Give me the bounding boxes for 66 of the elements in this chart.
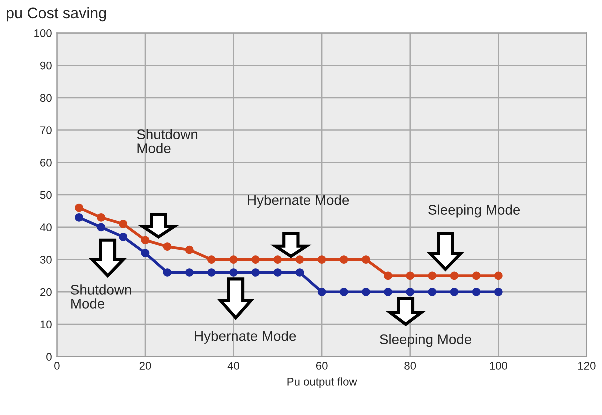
y-tick-label: 50: [40, 191, 52, 200]
x-tick-label: 20: [140, 362, 152, 370]
point: [384, 272, 392, 280]
point: [97, 214, 106, 222]
annotation: Sleeping Mode: [380, 334, 472, 348]
x-tick-label: 40: [228, 362, 240, 370]
x-tick-label: 100: [490, 362, 508, 370]
y-tick-label: 0: [46, 353, 52, 362]
y-tick-label: 100: [34, 29, 52, 38]
point: [75, 204, 84, 212]
point: [230, 256, 238, 264]
y-tick-label: 90: [40, 62, 52, 70]
point: [472, 288, 481, 296]
point: [163, 242, 172, 252]
point: [274, 256, 282, 264]
point: [141, 249, 150, 258]
point: [318, 288, 326, 296]
y-tick-label: 20: [40, 288, 52, 296]
x-tick-label: 120: [578, 362, 596, 370]
point: [230, 268, 238, 277]
x-tick-label: 60: [316, 362, 328, 370]
annotation: Sleeping Mode: [428, 204, 520, 218]
point: [340, 256, 348, 264]
y-tick-label: 10: [40, 320, 52, 329]
y-tick-label: 30: [40, 256, 52, 264]
point: [428, 272, 437, 280]
x-axis-title: Pu output flow: [288, 378, 358, 388]
point: [75, 214, 84, 222]
y-tick-label: 40: [40, 224, 52, 232]
point: [428, 288, 437, 296]
chart-title: pu Cost saving: [7, 7, 106, 22]
point: [163, 268, 172, 277]
annotation: Hybernate Mode: [248, 195, 350, 208]
point: [185, 246, 194, 254]
point: [472, 272, 481, 280]
point: [252, 268, 260, 277]
point: [119, 232, 128, 242]
point: [450, 288, 459, 296]
point: [296, 268, 304, 277]
point: [141, 236, 150, 245]
point: [406, 288, 415, 296]
annotation: Shutdown Mode: [71, 284, 132, 309]
annotation: Hybernate Mode: [195, 331, 296, 344]
point: [185, 268, 194, 277]
point: [208, 268, 216, 277]
point: [494, 288, 503, 296]
point: [252, 256, 260, 264]
annotation: Shutdown Mode: [137, 129, 198, 154]
point: [340, 288, 348, 296]
point: [274, 268, 282, 277]
point: [362, 256, 370, 264]
point: [406, 272, 415, 280]
point: [450, 272, 459, 280]
point: [119, 220, 128, 228]
x-tick-label: 80: [404, 362, 416, 370]
point: [494, 272, 503, 280]
point: [384, 288, 392, 296]
x-tick-label: 0: [54, 362, 60, 370]
point: [318, 256, 326, 264]
y-tick-label: 80: [40, 94, 52, 102]
point: [296, 256, 304, 264]
point: [208, 256, 216, 264]
y-tick-label: 70: [40, 126, 52, 134]
point: [97, 223, 106, 232]
y-tick-label: 60: [40, 158, 52, 167]
point: [362, 288, 370, 296]
